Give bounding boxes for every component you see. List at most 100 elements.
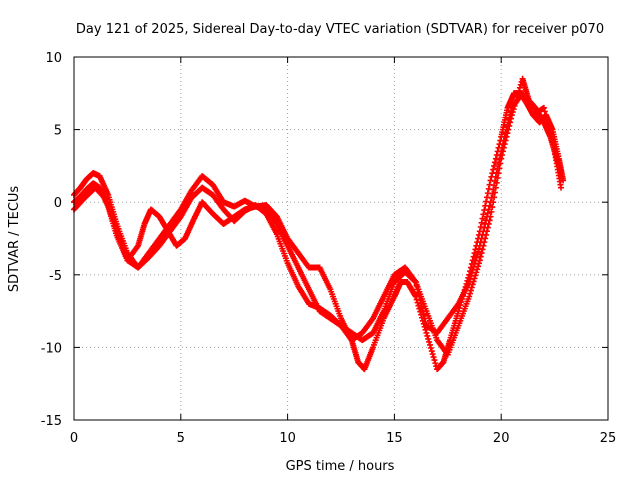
data-point	[422, 318, 429, 325]
data-point	[428, 348, 435, 355]
data-point	[421, 315, 428, 322]
data-point	[483, 217, 490, 224]
data-point	[469, 266, 476, 273]
x-tick-label: 25	[600, 431, 617, 446]
data-point	[423, 329, 430, 336]
data-point	[487, 199, 494, 206]
data-point	[541, 108, 548, 115]
data-point	[475, 245, 482, 252]
data-point	[501, 133, 508, 140]
data-point	[516, 84, 523, 91]
data-point	[491, 182, 498, 189]
grid-lines	[74, 57, 608, 420]
data-point	[500, 137, 507, 144]
y-tick-label: -15	[41, 414, 62, 429]
data-point	[425, 335, 432, 342]
data-point	[468, 269, 475, 276]
data-point	[560, 177, 567, 184]
x-axis-label: GPS time / hours	[286, 459, 395, 474]
data-point	[419, 308, 426, 315]
plot-frame	[73, 56, 609, 421]
data-point	[424, 332, 431, 339]
data-point	[474, 251, 481, 258]
data-point	[467, 276, 474, 283]
data-point	[478, 219, 485, 226]
data-point	[489, 190, 496, 197]
data-point	[492, 173, 499, 180]
data-point	[486, 202, 493, 209]
data-point	[455, 308, 462, 315]
data-point	[477, 239, 484, 246]
data-point	[466, 293, 473, 300]
data-point	[476, 242, 483, 249]
data-point	[415, 289, 422, 296]
data-point	[470, 263, 477, 270]
data-point	[467, 290, 474, 297]
data-point	[479, 215, 486, 222]
data-point	[472, 257, 479, 264]
data-point	[544, 119, 551, 126]
data-point	[427, 341, 433, 348]
data-point	[420, 311, 427, 318]
data-point	[473, 254, 480, 261]
data-point	[413, 282, 420, 289]
data-point	[506, 115, 513, 122]
y-tick-label: -5	[49, 269, 62, 284]
data-point	[499, 141, 506, 148]
data-point	[505, 119, 512, 126]
data-point	[414, 286, 421, 293]
data-point	[550, 144, 557, 151]
data-point	[548, 137, 555, 144]
data-point	[477, 253, 484, 260]
data-point	[432, 360, 439, 367]
data-point	[497, 152, 504, 159]
data-point	[503, 126, 510, 133]
data-point	[491, 178, 498, 185]
data-point	[468, 284, 475, 291]
data-point	[478, 235, 485, 242]
data-point	[542, 112, 549, 119]
data-point	[499, 144, 506, 151]
y-tick-label: 5	[54, 124, 62, 139]
data-point	[492, 155, 499, 162]
x-tick-label: 5	[177, 431, 185, 446]
data-point	[548, 133, 555, 140]
data-point	[478, 250, 485, 257]
data-point	[545, 122, 552, 129]
x-tick-label: 15	[386, 431, 403, 446]
data-point	[429, 351, 436, 358]
data-point	[485, 206, 492, 213]
data-point	[481, 224, 488, 231]
data-point	[431, 357, 438, 364]
data-point	[490, 166, 497, 173]
x-tick-label: 20	[493, 431, 510, 446]
data-point	[496, 156, 503, 163]
y-tick-label: 0	[54, 196, 62, 211]
data-point	[422, 326, 429, 333]
data-point	[549, 141, 556, 148]
data-point	[488, 194, 495, 201]
data-point	[547, 130, 554, 137]
chart-title: Day 121 of 2025, Sidereal Day-to-day VTE…	[76, 22, 604, 37]
data-point	[484, 210, 491, 217]
data-point	[502, 130, 509, 137]
data-point	[418, 304, 425, 311]
data-point	[543, 115, 550, 122]
data-point	[498, 148, 505, 155]
data-point	[507, 112, 514, 119]
data-point	[491, 162, 498, 169]
data-point	[479, 231, 486, 238]
data-point	[430, 354, 437, 361]
data-point	[516, 87, 522, 94]
data-point	[540, 104, 547, 111]
series-track-c	[71, 90, 565, 344]
data-point	[467, 287, 474, 294]
data-point	[546, 126, 553, 133]
x-tick-label: 10	[279, 431, 296, 446]
data-point	[480, 211, 487, 218]
y-axis-label: SDTVAR / TECUs	[7, 186, 22, 293]
data-point	[416, 293, 423, 300]
tick-labels: 0 5 10 15 20 25 -15 -10 -5 0 5 10	[41, 51, 617, 446]
y-tick-label: -10	[41, 341, 62, 356]
